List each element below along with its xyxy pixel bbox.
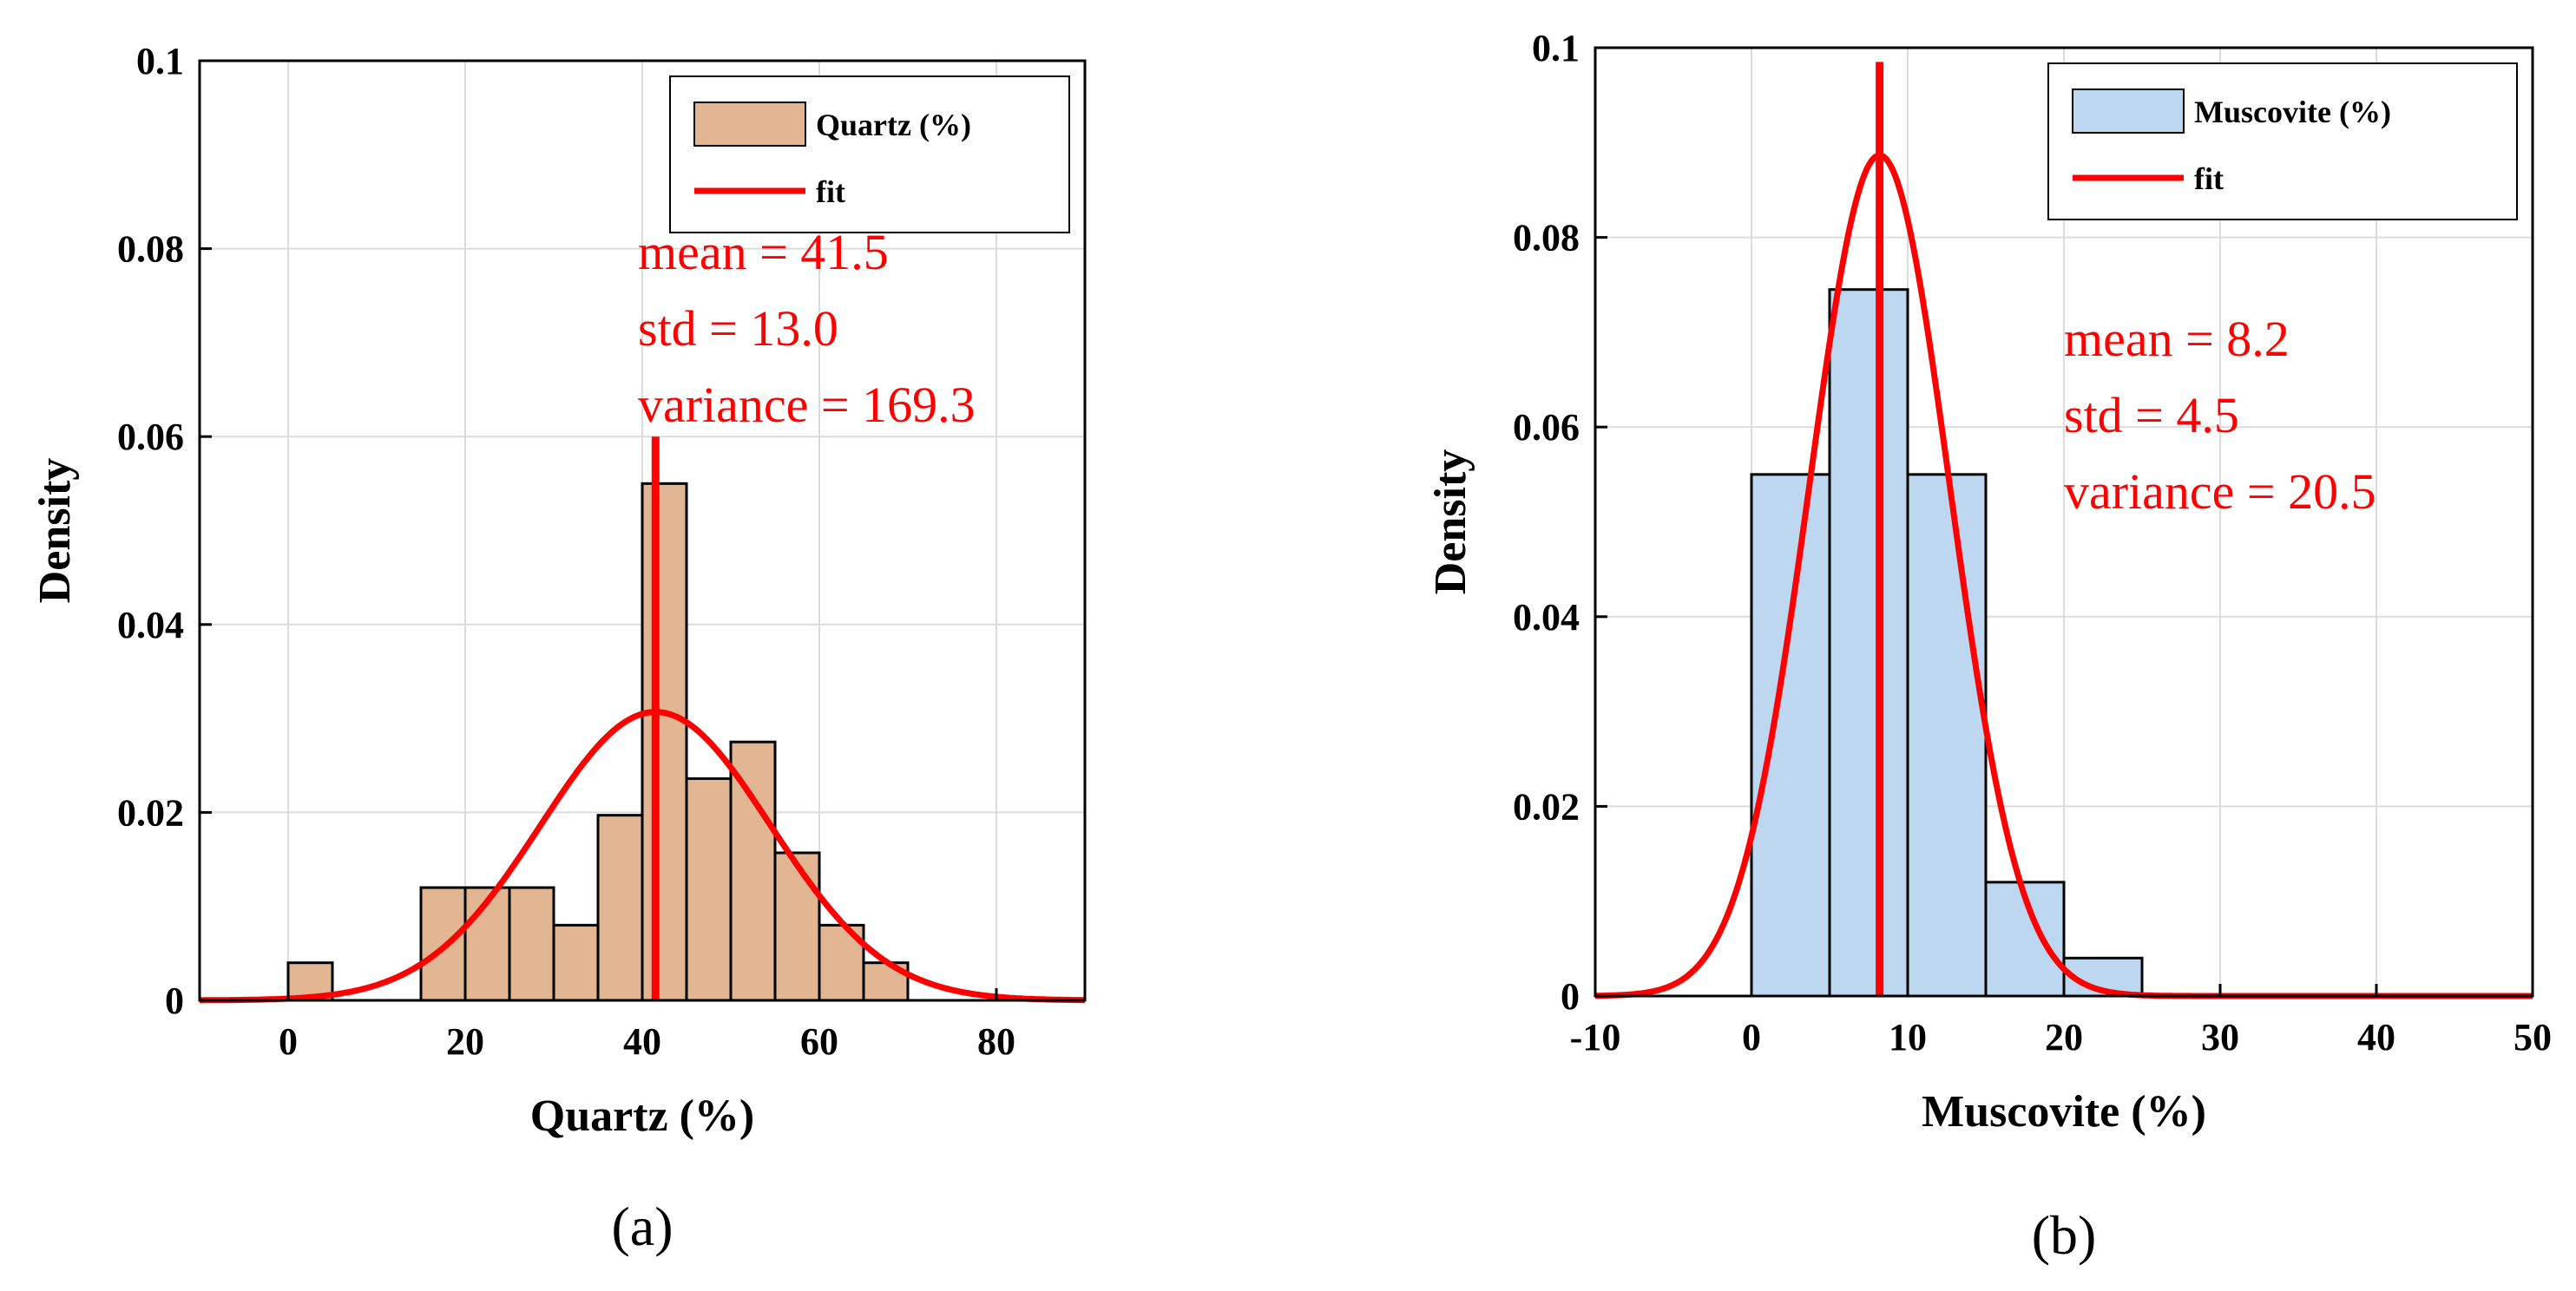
panel-a-y-tick-label: 0.02 <box>117 791 184 834</box>
panel-a-bar <box>773 851 821 1002</box>
panel-b-y-axis-label: Density <box>1426 449 1475 595</box>
panel-b-std-annotation: std = 4.5 <box>2064 387 2239 443</box>
panel-a-mean-annotation: mean = 41.5 <box>638 224 889 280</box>
panel-b-x-tick-label: 0 <box>1742 1016 1761 1058</box>
panel-a-bar <box>596 814 644 1002</box>
panel-a-x-axis-label: Quartz (%) <box>530 1091 754 1141</box>
panel-a-x-tick-label: 60 <box>800 1020 838 1063</box>
panel-b-legend-entry-fit: fit <box>2194 161 2224 196</box>
panel-a-caption: (a) <box>611 1196 673 1257</box>
panel-a-y-tick-label: 0.06 <box>117 416 184 458</box>
panel-a-bar <box>685 777 733 1002</box>
panel-a-legend-box <box>669 75 1070 233</box>
panel-b-bar <box>1984 881 2066 998</box>
panel-b-legend-entry-data: Muscovite (%) <box>2194 95 2391 129</box>
panel-a-bar <box>508 886 555 1002</box>
panel-a-bar <box>552 923 600 1002</box>
panel-a-legend: Quartz (%) fit <box>669 75 1070 233</box>
panel-a: 0 20 40 60 80 0 0.02 0.04 0.06 0.08 0.1 Quartz (%)… <box>30 40 1087 1257</box>
panel-b-legend-box <box>2047 62 2518 220</box>
panel-b-y-tick-label: 0 <box>1561 975 1580 1018</box>
panel-b-bar <box>1906 473 1988 998</box>
panel-a-std-annotation: std = 13.0 <box>638 300 838 357</box>
panel-a-histogram-bars <box>286 482 910 1002</box>
panel-b-caption: (b) <box>2032 1204 2097 1266</box>
panel-b-y-tick-label: 0.08 <box>1513 217 1580 259</box>
panel-a-bar <box>729 740 777 1002</box>
panel-b-variance-annotation: variance = 20.5 <box>2064 463 2376 520</box>
panel-b-y-tick-label: 0.02 <box>1513 785 1580 828</box>
panel-a-y-tick-label: 0 <box>165 980 184 1022</box>
panel-b-x-tick-label: 10 <box>1889 1016 1927 1058</box>
panel-a-y-axis-label: Density <box>30 458 80 604</box>
panel-a-bar <box>641 482 688 1002</box>
panel-b-bar <box>1828 288 1909 998</box>
panel-b-x-axis-label: Muscovite (%) <box>1922 1087 2206 1137</box>
panel-a-y-tick-label: 0.1 <box>136 40 184 82</box>
panel-a-legend-entry-fit: fit <box>816 174 845 209</box>
panel-a-legend-bar-swatch <box>693 102 806 147</box>
panel-b-legend: Muscovite (%) fit <box>2047 62 2518 220</box>
panel-b-x-tick-label: -10 <box>1570 1016 1621 1058</box>
panel-b-x-tick-label: 50 <box>2514 1016 2552 1058</box>
panel-b-x-tick-label: 30 <box>2201 1016 2239 1058</box>
panel-a-variance-annotation: variance = 169.3 <box>638 377 976 433</box>
panel-b-y-tick-label: 0.1 <box>1532 27 1580 69</box>
panel-b-x-tick-label: 20 <box>2045 1016 2083 1058</box>
panel-a-y-tick-label: 0.04 <box>117 604 184 646</box>
panel-a-ticks: 0 20 40 60 80 0 0.02 0.04 0.06 0.08 0.1 <box>117 40 1015 1063</box>
panel-b-legend-bar-swatch <box>2072 88 2185 134</box>
panel-a-x-tick-label: 20 <box>446 1020 484 1063</box>
panel-b-bar <box>1750 473 1831 998</box>
panel-a-fit-curve <box>200 709 1085 1004</box>
panel-a-x-tick-label: 80 <box>977 1020 1015 1063</box>
panel-a-y-tick-label: 0.08 <box>117 228 184 271</box>
panel-a-x-tick-label: 40 <box>623 1020 661 1063</box>
panel-a-legend-entry-data: Quartz (%) <box>816 108 971 142</box>
panel-a-x-tick-label: 0 <box>279 1020 298 1063</box>
panel-b-mean-annotation: mean = 8.2 <box>2064 311 2290 367</box>
panel-b-y-tick-label: 0.04 <box>1513 596 1580 639</box>
panel-b-y-tick-label: 0.06 <box>1513 406 1580 449</box>
panel-b-x-tick-label: 40 <box>2357 1016 2395 1058</box>
